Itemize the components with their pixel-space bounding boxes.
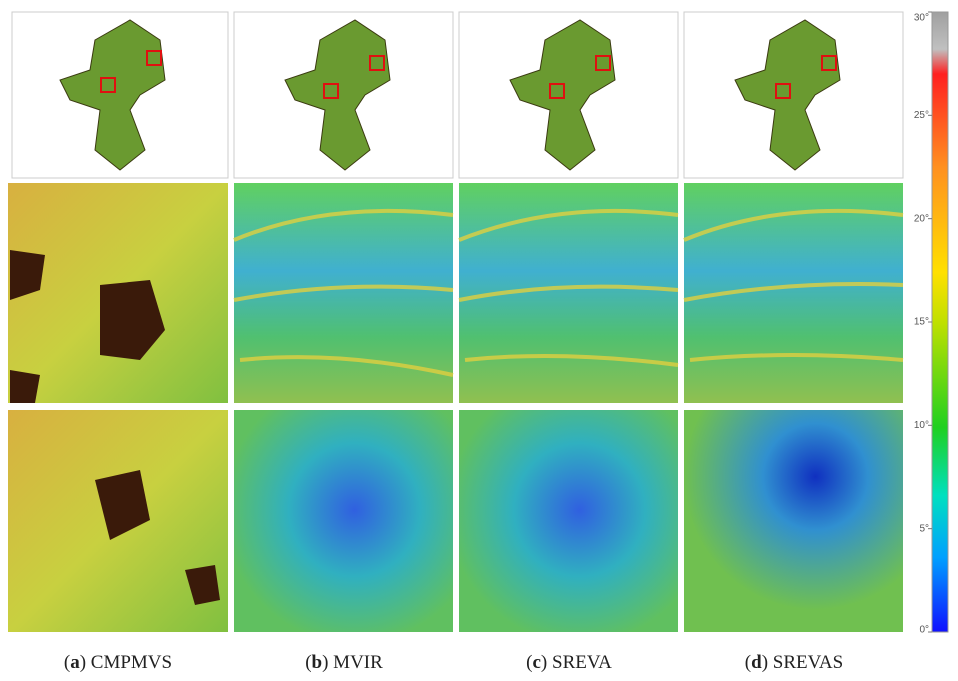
colorbar-tick-label: 30°	[914, 13, 929, 24]
caption-text: ) SREVA	[541, 652, 612, 673]
caption-text: ) SREVAS	[762, 652, 843, 673]
panels	[8, 12, 903, 632]
caption: (a) CMPMVS	[8, 652, 228, 674]
caption-letter: c	[532, 652, 540, 673]
caption: (c) SREVA	[459, 652, 679, 674]
caption: (d) SREVAS	[684, 652, 904, 674]
colorbar-tick-label: 5°	[919, 523, 929, 534]
caption: (b) MVIR	[234, 652, 454, 674]
colorbar	[932, 12, 948, 632]
colorbar-tick-label: 20°	[914, 213, 929, 224]
colorbar-tick-label: 15°	[914, 317, 929, 328]
caption-text: ) CMPMVS	[80, 652, 172, 673]
figure: 0°5°10°15°20°25°30° (a) CMPMVS (b) MVIR …	[0, 0, 958, 681]
figure-graphics: 0° 5° 10° 15° 20° 25° 30°	[0, 0, 958, 681]
colorbar-tick-label: 0°	[919, 625, 929, 636]
detail-views	[8, 183, 903, 632]
caption-text: ) MVIR	[322, 652, 383, 673]
caption-letter: d	[751, 652, 762, 673]
caption-letter: a	[70, 652, 80, 673]
colorbar-tick-label: 25°	[914, 110, 929, 121]
caption-letter: b	[312, 652, 323, 673]
colorbar-tick-label: 10°	[914, 420, 929, 431]
